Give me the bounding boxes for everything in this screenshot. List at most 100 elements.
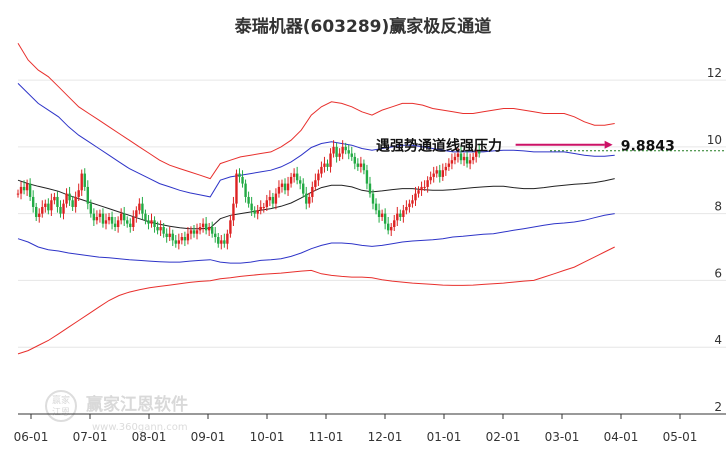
y-tick-label: 6 [714,266,722,280]
candle-body [35,206,38,217]
candle [438,164,441,183]
candle-body [286,183,290,191]
watermark-text: 赢家江恩软件 [86,394,188,415]
candle-body [344,146,347,151]
candle [204,216,208,235]
candle-body [259,206,262,211]
candle-body [438,170,441,177]
candle [411,194,414,208]
band-inner-upper [17,83,615,198]
candle-body [159,227,162,231]
candle-body [326,163,329,167]
candle-body [271,196,275,204]
candle [344,142,347,155]
candle [238,168,241,183]
candle-body [53,196,56,201]
candle [265,194,269,211]
candle [226,229,229,250]
candle [393,214,396,232]
x-tick-label: 07-01 [73,430,108,444]
candle-body [129,223,132,227]
candle-body [453,156,457,161]
candle [147,214,150,230]
candle-body [317,173,320,181]
candle [186,227,190,245]
candle-body [250,203,253,211]
candle [283,178,287,195]
watermark: 赢家 江恩 赢家江恩软件 www.360gann.com [45,390,188,433]
candle-body [62,203,65,214]
candle-body [141,203,144,214]
candle [16,189,20,198]
candle-body [71,200,74,207]
candle-body [386,223,390,231]
candle-body [350,153,353,157]
candle-body [462,156,466,161]
candle-body [86,186,89,204]
candle [423,180,426,191]
candle [453,152,457,165]
candle [426,176,429,193]
candle [177,233,181,250]
candle-body [56,196,59,207]
resistance-annotation: 遇强势通道线强压力 9.8843 [376,138,726,155]
candle-body [98,213,102,217]
candle [335,142,338,163]
candle [302,178,305,198]
candle-body [429,176,432,181]
candle-body [165,233,168,238]
candle [380,209,384,221]
resistance-value: 9.8843 [621,139,675,155]
candle-body [277,186,281,194]
candle-body [80,173,83,191]
x-tick-label: 08-01 [132,430,167,444]
candle [59,200,62,218]
candle-body [95,216,99,221]
candle [365,164,369,190]
candle [165,228,168,243]
candle-body [347,150,350,154]
candle [289,172,293,188]
candle [144,209,147,225]
candle [65,188,68,208]
candle-body [399,213,402,217]
candle [192,224,196,238]
candle [95,210,99,225]
candle [214,227,217,243]
candle-body [338,153,341,157]
candle-body [253,210,256,214]
candle [174,235,177,248]
candle-body [332,146,335,154]
candle [241,170,244,188]
candle [259,200,262,215]
candle-body [41,206,44,214]
candle-body [232,203,235,221]
candle-body [353,156,357,164]
candle [274,188,278,210]
chart-title: 泰瑞机器(603289)赢家极反通道 [235,16,492,37]
candle-body [474,150,478,157]
candle [162,222,165,238]
candle [359,156,363,173]
candle-body [65,193,68,204]
candle [68,186,71,206]
candle-body [113,223,117,227]
candle-body [168,233,171,238]
candle [256,204,259,220]
candle [201,218,205,233]
candle-body [383,213,387,224]
candle-body [402,210,405,217]
y-tick-label: 8 [714,200,722,214]
candle [371,189,375,210]
candle [207,222,211,237]
candle-body [189,230,193,234]
candle [390,222,393,237]
candle [447,158,451,171]
candle-body [365,170,369,184]
candle [74,191,77,213]
candle [80,169,83,196]
candle [405,200,408,215]
candle [459,146,463,165]
candle-body [359,163,363,167]
